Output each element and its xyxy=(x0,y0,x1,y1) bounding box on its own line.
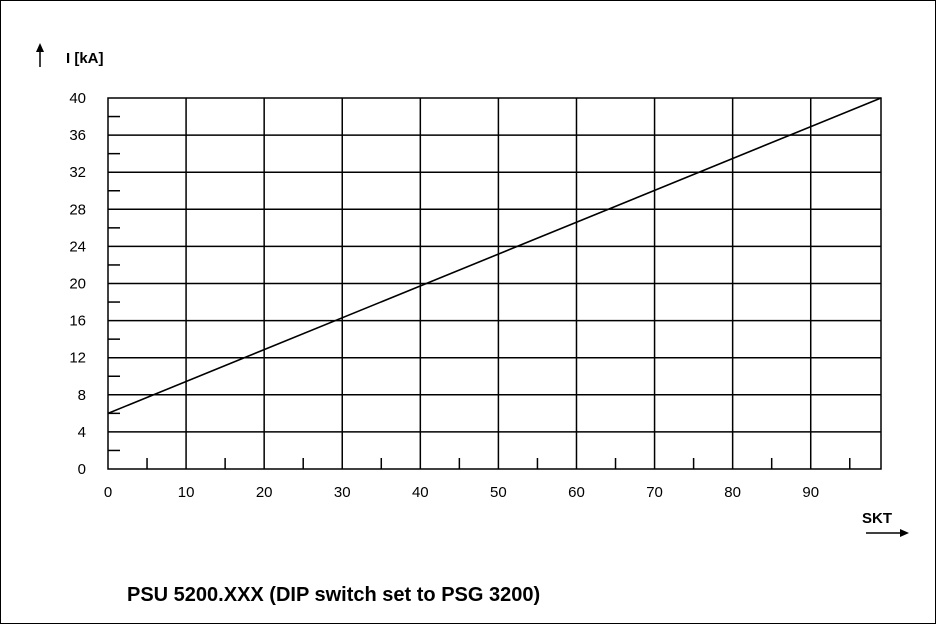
y-tick-label: 32 xyxy=(69,164,86,181)
y-tick-label: 12 xyxy=(69,350,86,367)
x-tick-label: 10 xyxy=(178,484,195,501)
y-tick-label: 24 xyxy=(69,238,86,255)
y-axis-arrow xyxy=(36,43,44,67)
x-tick-label: 90 xyxy=(802,484,819,501)
x-axis-arrow xyxy=(866,529,909,537)
x-tick-label: 60 xyxy=(568,484,585,501)
x-tick-label: 20 xyxy=(256,484,273,501)
y-axis-label: I [kA] xyxy=(66,50,104,67)
y-tick-label: 20 xyxy=(69,276,86,293)
y-tick-label: 40 xyxy=(69,90,86,107)
minor-ticks xyxy=(108,115,851,469)
y-tick-label: 28 xyxy=(69,201,86,218)
x-tick-label: 50 xyxy=(490,484,507,501)
y-tick-label: 16 xyxy=(69,313,86,330)
x-tick-label: 0 xyxy=(104,484,112,501)
x-tick-label: 80 xyxy=(724,484,741,501)
x-tick-label: 40 xyxy=(412,484,429,501)
x-tick-label: 70 xyxy=(646,484,663,501)
x-tick-labels: 0 10 20 30 40 50 60 70 80 90 xyxy=(104,484,819,501)
y-tick-label: 36 xyxy=(69,127,86,144)
series-layer xyxy=(107,97,882,415)
x-axis-label: SKT xyxy=(862,510,892,527)
y-tick-label: 0 xyxy=(78,461,86,478)
chart-caption: PSU 5200.XXX (DIP switch set to PSG 3200… xyxy=(127,584,541,606)
y-tick-labels: 0 4 8 12 16 20 24 28 32 36 40 xyxy=(69,90,86,478)
plot-border xyxy=(107,97,882,470)
series-line xyxy=(107,97,882,415)
y-tick-label: 4 xyxy=(78,424,86,441)
y-tick-label: 8 xyxy=(78,387,86,404)
grid-lines xyxy=(108,98,881,469)
x-tick-label: 30 xyxy=(334,484,351,501)
